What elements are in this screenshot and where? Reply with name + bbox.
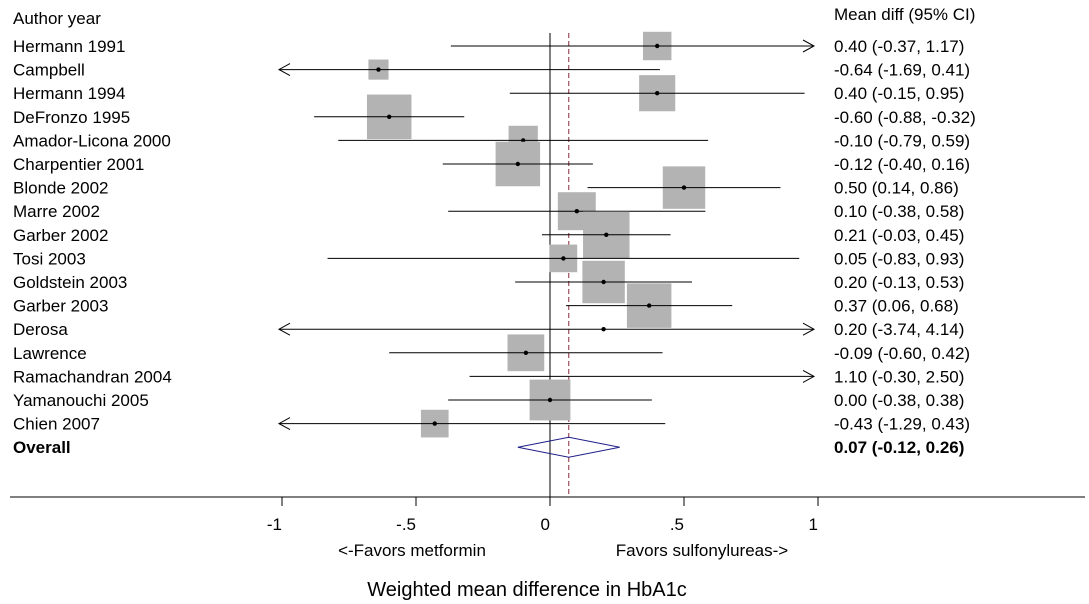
x-tick-label: 0	[541, 515, 550, 534]
study-point	[601, 279, 606, 285]
ci-arrow-right	[802, 369, 816, 383]
study-label: Lawrence	[13, 344, 87, 363]
study-point	[515, 161, 521, 167]
x-tick-label: .5	[670, 515, 684, 534]
study-point	[387, 114, 392, 120]
column-header-left: Author year	[13, 9, 101, 28]
study-point	[432, 421, 437, 426]
ci-arrow-right	[802, 322, 816, 336]
study-label: Garber 2002	[13, 226, 108, 245]
study-ci-text: -0.09 (-0.60, 0.42)	[834, 344, 970, 363]
ci-arrow-left	[277, 417, 291, 431]
study-label: Tosi 2003	[13, 249, 86, 268]
study-ci-text: -0.12 (-0.40, 0.16)	[834, 155, 970, 174]
ci-arrow-left	[277, 322, 291, 336]
ci-arrow-right	[802, 39, 816, 53]
study-point	[601, 327, 606, 332]
study-label: Goldstein 2003	[13, 273, 127, 292]
study-ci-text: 0.05 (-0.83, 0.93)	[834, 249, 964, 268]
favors-right-label: Favors sulfonylureas->	[616, 541, 789, 560]
study-ci-text: -0.43 (-1.29, 0.43)	[834, 415, 970, 434]
column-header-right: Mean diff (95% CI)	[834, 5, 975, 24]
study-ci-text: -0.10 (-0.79, 0.59)	[834, 131, 970, 150]
study-ci-text: 0.20 (-0.13, 0.53)	[834, 273, 964, 292]
study-point	[681, 185, 687, 190]
study-label: Blonde 2002	[13, 179, 108, 198]
study-label: Campbell	[13, 61, 85, 80]
study-ci-text: 0.21 (-0.03, 0.45)	[834, 226, 964, 245]
overall-label: Overall	[13, 438, 71, 457]
overall-ci-text: 0.07 (-0.12, 0.26)	[834, 438, 964, 457]
study-label: Hermann 1994	[13, 84, 125, 103]
favors-left-label: <-Favors metformin	[338, 541, 486, 560]
study-point	[523, 350, 529, 355]
study-point	[376, 67, 381, 72]
study-ci-text: -0.64 (-1.69, 0.41)	[834, 61, 970, 80]
study-label: Charpentier 2001	[13, 155, 144, 174]
study-point	[574, 209, 579, 214]
study-label: Yamanouchi 2005	[13, 391, 149, 410]
study-point	[655, 91, 660, 96]
study-label: Ramachandran 2004	[13, 367, 172, 386]
study-point	[646, 303, 652, 308]
x-tick-label: -1	[267, 515, 282, 534]
study-label: DeFronzo 1995	[13, 108, 130, 127]
overall-diamond	[517, 436, 620, 458]
x-tick-label: 1	[809, 515, 818, 534]
study-ci-text: -0.60 (-0.88, -0.32)	[834, 108, 976, 127]
study-ci-text: 0.00 (-0.38, 0.38)	[834, 391, 964, 410]
study-ci-text: 0.20 (-3.74, 4.14)	[834, 320, 964, 339]
study-label: Derosa	[13, 320, 68, 339]
study-label: Marre 2002	[13, 202, 100, 221]
study-label: Garber 2003	[13, 297, 108, 316]
study-label: Amador-Licona 2000	[13, 131, 171, 150]
study-label: Hermann 1991	[13, 37, 125, 56]
study-ci-text: 0.40 (-0.15, 0.95)	[834, 84, 964, 103]
study-ci-text: 0.50 (0.14, 0.86)	[834, 179, 959, 198]
study-ci-text: 0.40 (-0.37, 1.17)	[834, 37, 964, 56]
study-point	[561, 256, 566, 261]
x-tick-label: -.5	[396, 515, 416, 534]
study-label: Chien 2007	[13, 415, 100, 434]
study-point	[604, 232, 609, 237]
study-point	[521, 138, 526, 143]
study-ci-text: 0.37 (0.06, 0.68)	[834, 297, 959, 316]
study-ci-text: 1.10 (-0.30, 2.50)	[834, 367, 964, 386]
x-axis-title: Weighted mean difference in HbA1c	[367, 579, 686, 601]
study-point	[655, 43, 660, 49]
ci-arrow-left	[277, 63, 291, 77]
study-point	[547, 397, 553, 403]
study-ci-text: 0.10 (-0.38, 0.58)	[834, 202, 964, 221]
